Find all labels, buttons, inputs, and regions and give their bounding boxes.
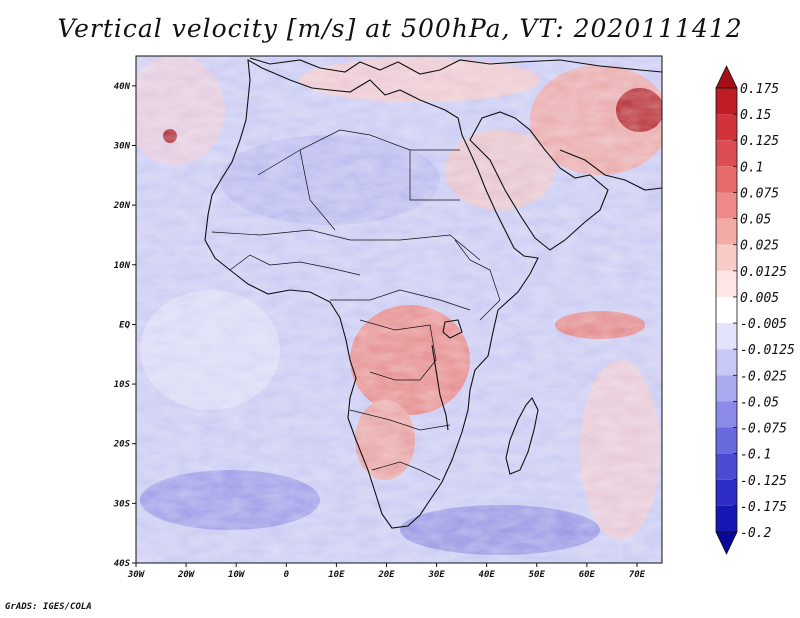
colorbar-frame — [715, 87, 738, 533]
colorbar-label: 0.075 — [740, 186, 779, 201]
latitude-axis: 40N 30N 20N 10N EQ 10S 20S 30S 40S — [113, 82, 136, 569]
colorbar-box — [716, 218, 737, 245]
colorbar-label: 0.175 — [740, 82, 779, 97]
colorbar-label: -0.0125 — [740, 343, 795, 358]
lon-tick-label: 30W — [127, 570, 146, 580]
colorbar-box — [716, 296, 737, 324]
border-southern-africa — [349, 409, 451, 431]
border-central-africa — [330, 289, 471, 311]
lon-tick-label: 20E — [377, 570, 395, 580]
lat-tick-label: 10N — [114, 261, 131, 271]
field-texture — [136, 56, 662, 563]
colorbar-label: -0.2 — [740, 526, 771, 541]
coastlines — [204, 57, 662, 529]
lat-tick-label: EQ — [119, 320, 130, 330]
political-borders — [211, 129, 501, 481]
lon-tick-label: 40E — [479, 570, 496, 580]
colorbar-box — [716, 427, 737, 454]
colorbar-label: -0.075 — [740, 422, 787, 437]
border-mali-algeria — [299, 149, 336, 231]
colorbar: 0.175 0.15 0.125 0.1 0.075 0.05 0.025 0.0125 0.0… — [715, 65, 795, 555]
colorbar-label: 0.0125 — [740, 265, 787, 280]
colorbar-label: 0.15 — [740, 108, 771, 123]
lon-tick-label: 10E — [328, 570, 345, 580]
arabia-coastline — [469, 111, 609, 251]
grads-credit: GrADS: IGES/COLA — [5, 602, 92, 612]
colorbar-label: -0.1 — [740, 448, 771, 463]
border-east-africa — [454, 239, 501, 321]
colorbar-box — [716, 375, 737, 402]
vertical-velocity-field — [136, 56, 662, 563]
lat-tick-label: 30N — [113, 141, 131, 151]
lat-tick-label: 40N — [114, 82, 131, 92]
lon-tick-label: 70E — [629, 570, 646, 580]
border-west-africa — [229, 254, 361, 276]
persian-gulf-coast — [559, 149, 662, 191]
colorbar-box — [716, 192, 737, 219]
africa-coastline — [204, 58, 539, 529]
colorbar-box — [716, 323, 737, 350]
colorbar-box — [716, 270, 737, 297]
colorbar-box — [716, 349, 737, 376]
madagascar-coastline — [505, 397, 539, 475]
colorbar-label: -0.125 — [740, 474, 787, 489]
colorbar-label: -0.025 — [740, 369, 787, 384]
lat-tick-label: 10S — [114, 380, 131, 390]
colorbar-label: 0.05 — [740, 213, 771, 228]
lon-tick-label: 10W — [228, 570, 246, 580]
lon-tick-label: 20W — [177, 570, 196, 580]
colorbar-label: 0.1 — [740, 160, 763, 175]
lake-victoria — [442, 319, 463, 339]
map-frame — [135, 55, 663, 564]
border-drc — [359, 319, 437, 381]
lat-tick-label: 20S — [113, 440, 131, 450]
colorbar-box — [716, 88, 737, 115]
colorbar-box — [716, 401, 737, 428]
colorbar-label: -0.05 — [740, 395, 779, 410]
colorbar-bottom-triangle — [715, 531, 738, 555]
colorbar-box — [716, 166, 737, 193]
border-sahel — [211, 229, 481, 261]
colorbar-label: 0.005 — [740, 291, 779, 306]
chart-title: Vertical velocity [m/s] at 500hPa, VT: 2… — [57, 14, 743, 43]
lon-tick-label: 50E — [529, 570, 546, 580]
border-south-africa — [371, 461, 441, 481]
colorbar-label: 0.025 — [740, 239, 779, 254]
colorbar-box — [716, 505, 737, 532]
colorbar-top-triangle — [715, 65, 738, 89]
colorbar-box — [716, 140, 737, 167]
longitude-axis: 30W 20W 10W 0 10E 20E 30E 40E 50E 60E 70E — [127, 563, 646, 580]
colorbar-box — [716, 244, 737, 271]
lat-tick-label: 40S — [114, 559, 131, 569]
lon-tick-label: 0 — [284, 570, 290, 580]
lat-tick-label: 30S — [113, 499, 131, 509]
europe-coastline — [249, 57, 662, 75]
colorbar-label: 0.125 — [740, 134, 779, 149]
colorbar-label: -0.005 — [740, 317, 787, 332]
lat-tick-label: 20N — [113, 201, 131, 211]
lon-tick-label: 60E — [579, 570, 596, 580]
colorbar-label: -0.175 — [740, 500, 787, 515]
colorbar-box — [716, 453, 737, 480]
colorbar-box — [716, 479, 737, 506]
colorbar-box — [716, 114, 737, 141]
lon-tick-label: 30E — [427, 570, 445, 580]
